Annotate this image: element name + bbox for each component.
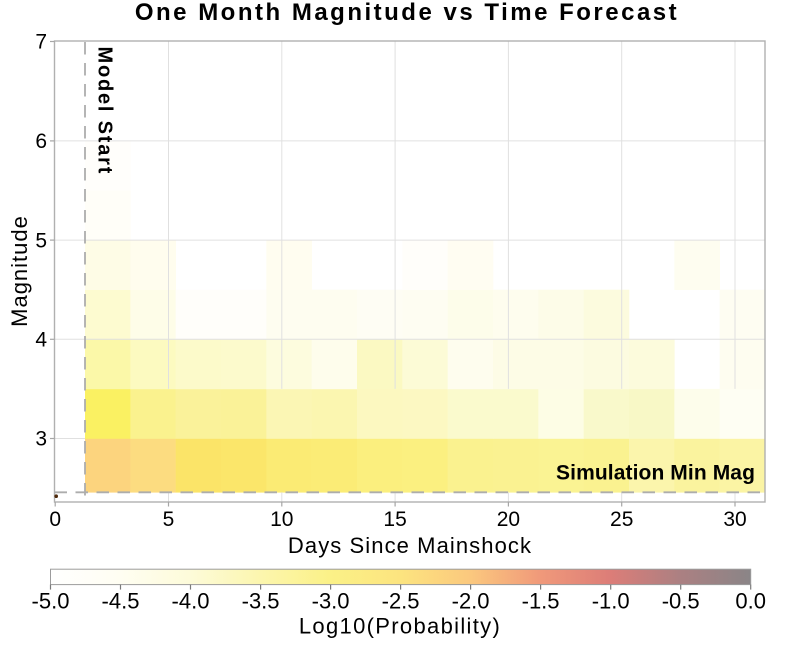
svg-text:3: 3 (35, 428, 47, 451)
svg-text:-5.0: -5.0 (32, 589, 70, 614)
svg-text:One Month Magnitude vs Time Fo: One Month Magnitude vs Time Forecast (135, 0, 679, 26)
svg-text:-4.5: -4.5 (102, 589, 140, 614)
svg-text:-2.5: -2.5 (382, 589, 420, 614)
svg-text:-4.0: -4.0 (172, 589, 210, 614)
svg-text:Magnitude: Magnitude (7, 215, 32, 327)
svg-text:-2.0: -2.0 (452, 589, 490, 614)
svg-text:4: 4 (35, 329, 47, 352)
svg-text:-1.5: -1.5 (522, 589, 560, 614)
svg-text:-3.0: -3.0 (312, 589, 350, 614)
svg-text:10: 10 (270, 508, 293, 531)
svg-text:Simulation Min Mag: Simulation Min Mag (556, 462, 755, 485)
svg-text:25: 25 (610, 508, 633, 531)
svg-text:-3.5: -3.5 (242, 589, 280, 614)
svg-text:30: 30 (723, 508, 746, 531)
svg-text:20: 20 (497, 508, 520, 531)
svg-text:15: 15 (383, 508, 406, 531)
svg-text:Model Start: Model Start (94, 47, 116, 176)
svg-text:Days Since Mainshock: Days Since Mainshock (288, 533, 532, 558)
svg-text:5: 5 (35, 229, 47, 252)
svg-text:5: 5 (163, 508, 175, 531)
svg-text:-0.5: -0.5 (662, 589, 700, 614)
svg-text:7: 7 (35, 30, 47, 53)
svg-text:-1.0: -1.0 (592, 589, 630, 614)
svg-text:6: 6 (35, 130, 47, 153)
svg-text:Log10(Probability): Log10(Probability) (299, 614, 501, 639)
svg-text:0.0: 0.0 (735, 589, 766, 614)
svg-text:0: 0 (49, 508, 61, 531)
